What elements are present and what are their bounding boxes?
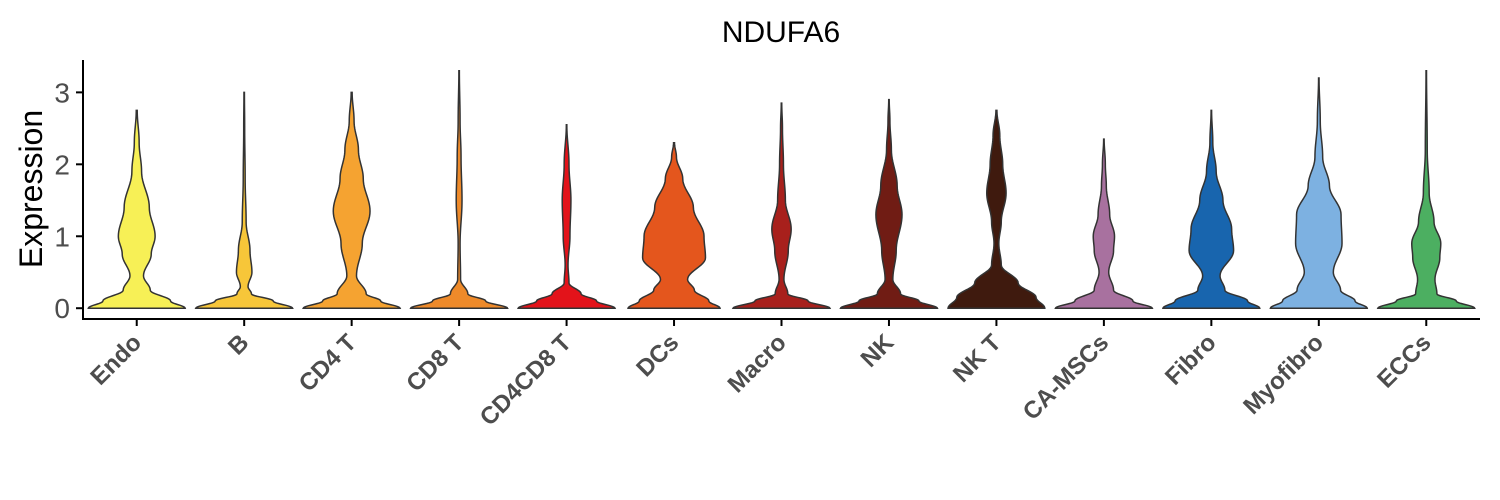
x-tick-label: CA-MSCs — [1018, 329, 1114, 425]
y-tick-label: 1 — [54, 221, 70, 252]
x-tick-label: Fibro — [1160, 329, 1222, 391]
violin-fibro — [1161, 109, 1261, 309]
x-tick-label: B — [223, 329, 254, 360]
y-tick-label: 0 — [54, 293, 70, 324]
y-tick-label: 3 — [54, 77, 70, 108]
x-tick-label: CD4CD8 T — [475, 329, 577, 431]
violin-nk — [839, 98, 939, 309]
violin-myofibro — [1269, 77, 1369, 309]
violin-dcs — [627, 141, 722, 309]
violin-ca-mscs — [1054, 138, 1154, 309]
x-tick-label: Myofibro — [1238, 329, 1329, 420]
x-ticks: Endo B CD4 T CD8 T CD4CD8 T DCs Macro NK NK T CA-… — [85, 319, 1437, 431]
x-tick-label: NK — [856, 329, 900, 373]
violin-cd8-t — [409, 70, 509, 309]
violin-macro — [731, 102, 832, 309]
violin-cd4cd8-t — [516, 124, 617, 309]
violins-layer — [87, 70, 1476, 309]
y-ticks: 0 1 2 3 — [54, 77, 83, 324]
x-tick-label: CD4 T — [294, 329, 362, 397]
violin-cd4-t — [302, 91, 402, 309]
violin-nk-t — [947, 109, 1046, 309]
x-tick-label: CD8 T — [401, 329, 469, 397]
x-tick-label: DCs — [631, 329, 684, 382]
y-tick-label: 2 — [54, 149, 70, 180]
x-tick-label: Macro — [723, 329, 792, 398]
x-tick-label: NK T — [948, 329, 1007, 388]
violin-b — [194, 91, 294, 309]
violin-endo — [87, 109, 187, 309]
x-tick-label: Endo — [85, 329, 147, 391]
chart-title: NDUFA6 — [722, 16, 840, 49]
y-axis-label: Expression — [13, 110, 49, 268]
violin-eccs — [1376, 70, 1476, 309]
x-tick-label: ECCs — [1372, 329, 1436, 393]
